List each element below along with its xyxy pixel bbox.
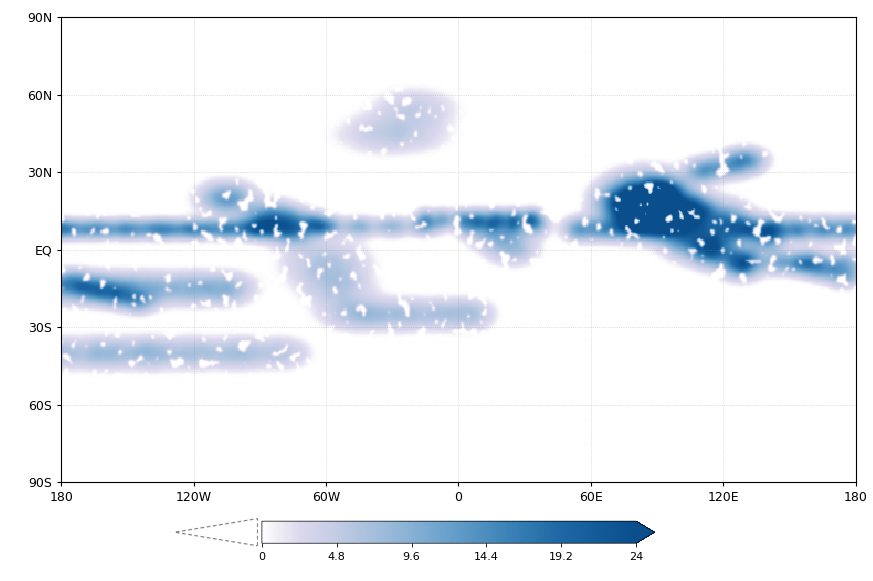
PathPatch shape bbox=[636, 521, 655, 543]
Bar bbox=[61, 56, 856, 418]
